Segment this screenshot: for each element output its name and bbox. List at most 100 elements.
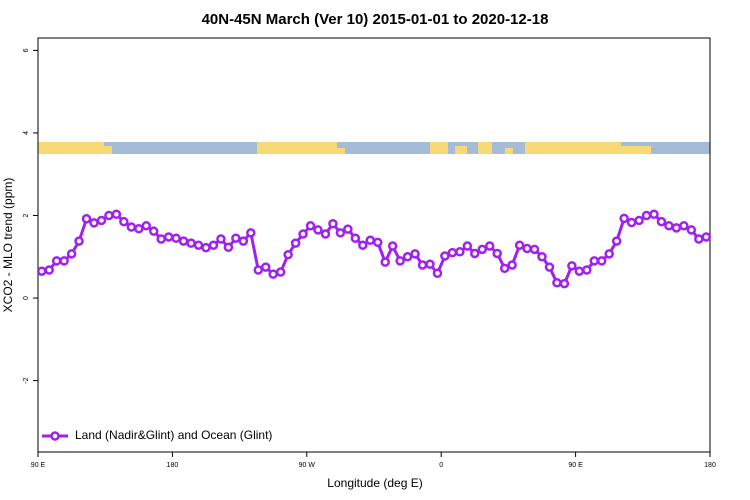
data-point xyxy=(492,248,502,259)
data-point xyxy=(372,237,383,248)
data-point xyxy=(193,240,204,250)
data-point xyxy=(305,221,316,231)
data-point xyxy=(641,210,652,221)
data-point xyxy=(178,236,189,246)
data-point xyxy=(223,242,234,253)
data-point xyxy=(574,266,585,276)
data-point xyxy=(231,233,241,243)
data-point xyxy=(201,242,211,253)
data-point xyxy=(156,234,166,244)
data-point xyxy=(66,249,77,259)
data-point xyxy=(544,262,555,272)
data-point xyxy=(559,278,570,289)
data-point xyxy=(74,236,84,246)
data-point xyxy=(470,248,480,259)
chart-title: 40N-45N March (Ver 10) 2015-01-01 to 202… xyxy=(202,11,549,28)
data-point xyxy=(148,226,159,236)
data-point xyxy=(656,216,667,227)
x-axis-label: Longitude (deg E) xyxy=(327,476,422,490)
data-point xyxy=(611,236,622,246)
data-point xyxy=(343,224,353,234)
data-point xyxy=(694,234,704,244)
data-point xyxy=(81,214,92,224)
data-point xyxy=(417,260,428,270)
data-point xyxy=(290,238,301,248)
x-tick-label: 180 xyxy=(167,462,179,469)
data-point xyxy=(537,252,547,262)
data-point xyxy=(216,234,226,244)
data-point xyxy=(596,256,607,266)
data-point xyxy=(514,240,525,250)
data-point xyxy=(335,228,346,238)
data-point xyxy=(462,241,473,251)
data-point xyxy=(387,241,398,251)
data-point xyxy=(320,229,331,239)
data-point xyxy=(507,260,517,270)
data-point xyxy=(425,259,435,269)
data-point xyxy=(664,221,674,231)
data-point xyxy=(380,257,390,267)
y-tick-label: 6 xyxy=(23,48,30,52)
y-tick-label: 0 xyxy=(23,296,30,300)
plot-frame xyxy=(37,37,711,453)
y-tick-label: 2 xyxy=(23,213,30,217)
data-point xyxy=(350,233,361,243)
x-tick-label: 90 W xyxy=(299,462,316,469)
data-point xyxy=(238,236,249,246)
data-point xyxy=(619,213,629,224)
data-point xyxy=(119,216,129,227)
data-point xyxy=(589,256,600,266)
data-point xyxy=(432,268,443,279)
legend-label: Land (Nadir&Glint) and Ocean (Glint) xyxy=(75,428,272,442)
data-point xyxy=(275,267,286,277)
data-point xyxy=(283,249,293,260)
y-tick-label: -2 xyxy=(23,377,30,383)
data-point xyxy=(365,235,376,246)
data-point xyxy=(96,215,107,226)
data-point xyxy=(36,266,47,276)
data-point xyxy=(141,221,152,231)
data-point xyxy=(522,243,532,254)
data-point xyxy=(134,223,144,234)
data-point xyxy=(440,251,450,261)
data-point xyxy=(484,241,495,251)
x-tick-label: 0 xyxy=(439,462,443,469)
data-point xyxy=(402,252,413,262)
data-point xyxy=(208,240,219,250)
legend-marker xyxy=(50,431,60,441)
data-point xyxy=(313,225,323,235)
data-point xyxy=(447,247,458,258)
data-line xyxy=(41,212,707,286)
data-point xyxy=(260,262,271,272)
data-point xyxy=(328,218,338,229)
data-point xyxy=(51,256,62,266)
data-point xyxy=(701,232,712,242)
data-point xyxy=(582,265,592,275)
data-point xyxy=(686,225,697,235)
y-axis-label: XCO2 - MLO trend (ppm) xyxy=(1,178,15,313)
data-point xyxy=(410,249,420,259)
x-tick-label: 90 E xyxy=(31,462,46,469)
data-point xyxy=(111,209,122,219)
data-point xyxy=(298,229,308,239)
data-point xyxy=(567,261,577,271)
data-point xyxy=(358,240,368,250)
data-point xyxy=(171,233,181,243)
data-point xyxy=(552,278,562,288)
data-point xyxy=(163,232,174,242)
data-point xyxy=(246,228,256,238)
x-tick-label: 90 E xyxy=(568,462,583,469)
x-tick-label: 180 xyxy=(704,462,716,469)
y-tick-label: 4 xyxy=(23,131,30,135)
data-point xyxy=(671,223,682,233)
data-point xyxy=(679,221,689,231)
data-point xyxy=(499,263,510,274)
data-point xyxy=(395,256,405,266)
data-point xyxy=(104,210,114,221)
data-point xyxy=(626,217,637,228)
data-point xyxy=(455,247,465,257)
data-point xyxy=(649,209,659,219)
data-point xyxy=(186,238,196,248)
data-point xyxy=(44,265,54,275)
